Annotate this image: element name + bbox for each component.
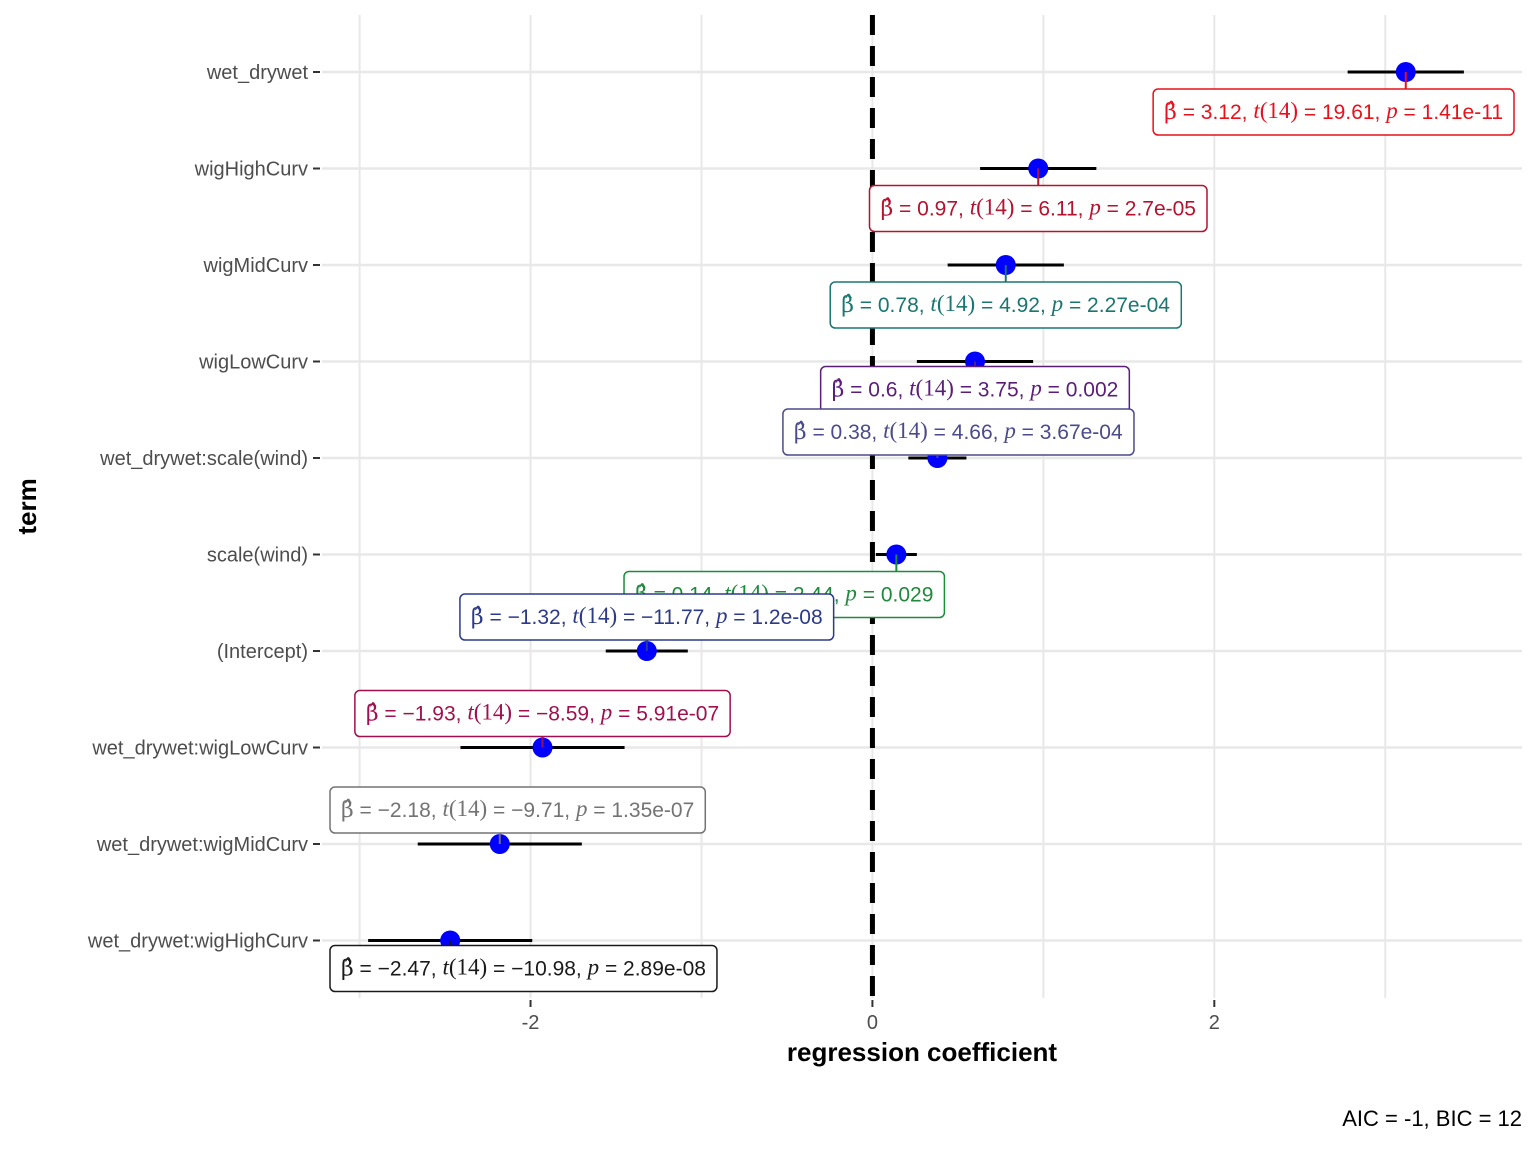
coef-label-text: β̂ = 0.97, t(14) = 6.11, p = 2.7e-05	[880, 195, 1195, 222]
coef-label-text: β̂ = −1.32, t(14) = −11.77, p = 1.2e-08	[471, 603, 823, 630]
coef-label: β̂ = −1.93, t(14) = −8.59, p = 5.91e-07	[354, 689, 731, 748]
label-box	[1152, 88, 1515, 136]
y-tick-label: wigLowCurv	[198, 352, 308, 374]
label-box	[329, 786, 707, 834]
x-tick-label: -2	[522, 1012, 540, 1034]
coef-label: β̂ = 0.78, t(14) = 4.92, p = 2.27e-04	[829, 265, 1183, 329]
coefficient-labels: β̂ = 3.12, t(14) = 19.61, p = 1.41e-11 β̂…	[329, 72, 1515, 993]
y-tick-label: wet_drywet:wigHighCurv	[87, 931, 308, 953]
coef-label: β̂ = 3.12, t(14) = 19.61, p = 1.41e-11	[1152, 72, 1515, 136]
y-tick-label: wigMidCurv	[203, 255, 308, 277]
coef-label-text: β̂ = 3.12, t(14) = 19.61, p = 1.41e-11	[1164, 98, 1503, 125]
coef-label-text: β̂ = 0.78, t(14) = 4.92, p = 2.27e-04	[841, 291, 1170, 318]
label-box	[329, 944, 718, 993]
coef-label: β̂ = −1.32, t(14) = −11.77, p = 1.2e-08	[459, 593, 835, 651]
coef-label: β̂ = −2.18, t(14) = −9.71, p = 1.35e-07	[329, 786, 707, 844]
y-tick-label: wigHighCurv	[194, 159, 308, 181]
coef-label-text: β̂ = −1.93, t(14) = −8.59, p = 5.91e-07	[366, 700, 719, 727]
x-tick-label: 2	[1209, 1012, 1220, 1034]
y-tick-label: scale(wind)	[207, 545, 308, 567]
y-tick-label: wet_drywet	[206, 62, 309, 84]
y-tick-label: wet_drywet:wigLowCurv	[91, 738, 308, 760]
coef-label-text: β̂ = −2.18, t(14) = −9.71, p = 1.35e-07	[341, 796, 694, 823]
y-tick-label: (Intercept)	[217, 641, 308, 663]
x-axis: -2 0 2	[522, 1000, 1220, 1034]
coef-label-text: β̂ = 0.6, t(14) = 3.75, p = 0.002	[832, 376, 1119, 403]
y-tick-label: wet_drywet:wigMidCurv	[96, 834, 308, 856]
model-fit-caption: AIC = -1, BIC = 12	[1342, 1106, 1522, 1131]
x-axis-title: regression coefficient	[787, 1037, 1058, 1067]
y-axis-title: term	[12, 478, 42, 534]
x-tick-label: 0	[867, 1012, 878, 1034]
y-tick-label: wet_drywet:scale(wind)	[99, 448, 308, 470]
coef-label: β̂ = 0.6, t(14) = 3.75, p = 0.002	[819, 361, 1131, 414]
coef-label-text: β̂ = −2.47, t(14) = −10.98, p = 2.89e-08	[341, 955, 706, 982]
coef-label: β̂ = 0.38, t(14) = 4.66, p = 3.67e-04	[782, 408, 1135, 458]
coef-label: β̂ = −2.47, t(14) = −10.98, p = 2.89e-08	[329, 940, 718, 993]
y-axis: wet_drywet wigHighCurv wigMidCurv wigLowCur…	[87, 62, 320, 953]
coef-label: β̂ = 0.97, t(14) = 6.11, p = 2.7e-05	[868, 168, 1208, 233]
label-box	[782, 408, 1135, 456]
coef-label-text: β̂ = 0.38, t(14) = 4.66, p = 3.67e-04	[794, 418, 1123, 445]
